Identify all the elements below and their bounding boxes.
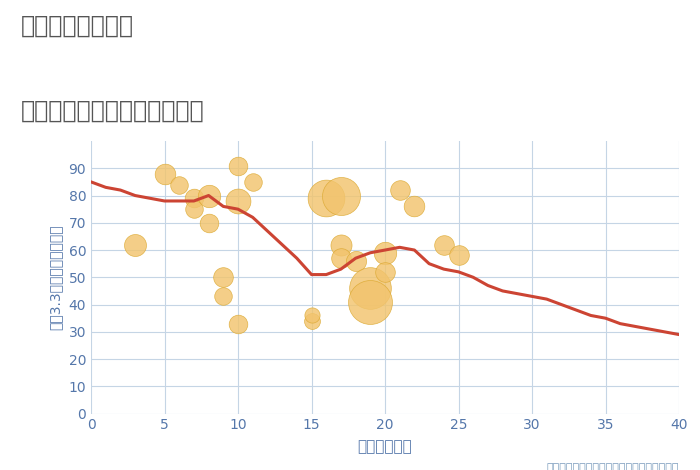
Text: 築年数別中古マンション価格: 築年数別中古マンション価格 bbox=[21, 99, 204, 123]
Point bbox=[365, 298, 376, 306]
Point bbox=[232, 320, 244, 328]
Point bbox=[218, 293, 229, 300]
Point bbox=[232, 162, 244, 169]
Point bbox=[321, 195, 332, 202]
Point bbox=[218, 274, 229, 281]
Text: 円の大きさは、取引のあった物件面積を示す: 円の大きさは、取引のあった物件面積を示す bbox=[547, 462, 679, 470]
Point bbox=[453, 252, 464, 259]
Point bbox=[203, 219, 214, 227]
Point bbox=[188, 195, 199, 202]
Point bbox=[335, 254, 346, 262]
Y-axis label: 坪（3.3㎡）単価（万円）: 坪（3.3㎡）単価（万円） bbox=[49, 225, 63, 330]
Point bbox=[232, 197, 244, 205]
Point bbox=[365, 284, 376, 292]
Point bbox=[306, 312, 317, 319]
Point bbox=[130, 241, 141, 248]
Point bbox=[306, 317, 317, 325]
Point bbox=[394, 186, 405, 194]
X-axis label: 築年数（年）: 築年数（年） bbox=[358, 439, 412, 454]
Point bbox=[409, 203, 420, 210]
Point bbox=[438, 241, 449, 248]
Point bbox=[188, 205, 199, 213]
Point bbox=[350, 257, 361, 265]
Text: 愛知県弥富市楠の: 愛知県弥富市楠の bbox=[21, 14, 134, 38]
Point bbox=[379, 268, 391, 275]
Point bbox=[335, 192, 346, 199]
Point bbox=[174, 181, 185, 188]
Point bbox=[159, 170, 170, 178]
Point bbox=[203, 192, 214, 199]
Point bbox=[335, 241, 346, 248]
Point bbox=[379, 249, 391, 257]
Point bbox=[247, 178, 258, 186]
